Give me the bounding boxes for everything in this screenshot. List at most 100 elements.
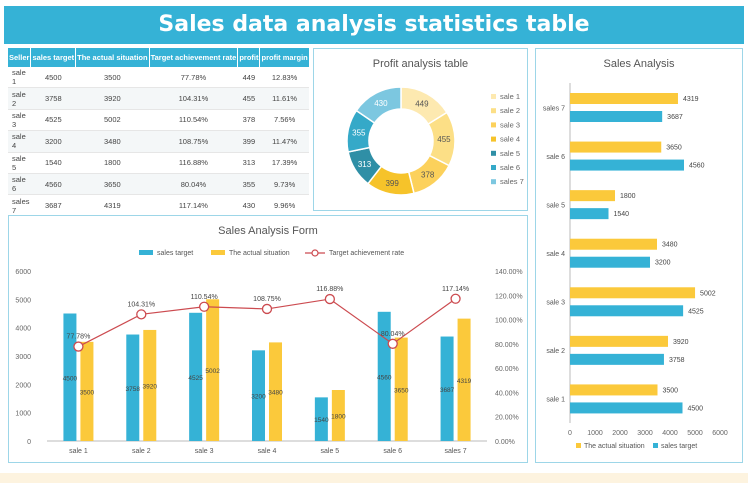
bar-actual-situation [570,335,668,347]
bar-sales-target [570,256,650,268]
legend-label: Target achievement rate [329,250,404,257]
table-cell: 3200 [30,130,76,153]
y-axis-tick-label: 0 [27,439,31,446]
rate-label: 110.54% [191,294,218,301]
table-cell: 104.31% [149,87,238,110]
bar-actual-situation [570,93,678,104]
x-axis-tick-label: 1000 [587,430,603,437]
table-cell: 4560 [30,173,76,196]
table-cell: sale 2 [8,87,31,110]
footer-strip [0,473,748,483]
table-cell: 3920 [75,87,150,110]
legend-swatch [653,443,658,448]
bar-value-label: 3650 [394,387,409,394]
x-axis-tick-label: sale 1 [69,448,88,455]
profit-donut-panel: Profit analysis table 449 455 378 399 313 355… [313,48,528,211]
rate-label: 108.75% [253,296,281,303]
bar-value-label: 4560 [377,374,392,381]
sales-data-table-panel: Seller sales target The actual situation Ta… [8,48,310,217]
table-cell: sale 4 [8,130,31,153]
bar-sales-target [252,350,265,441]
table-cell: 313 [237,152,260,174]
table-cell: 4525 [30,109,76,132]
y-axis-tick-label: sale 3 [546,300,565,307]
table-cell: sales 7 [8,194,31,217]
bar-value-label: 3650 [666,145,682,152]
x-axis-tick-label: 5000 [687,430,703,437]
bar-sales-target [570,111,663,122]
bar-value-label: 4319 [457,378,472,385]
donut-slice [355,86,402,125]
bar-actual-situation [570,384,658,396]
table-cell: sale 3 [8,109,31,132]
table-header-cell: Seller [8,48,32,67]
bar-actual-situation [331,390,345,441]
table-cell: 1540 [30,152,76,174]
x-axis-tick-label: sale 2 [132,448,151,455]
table-cell: 455 [237,87,260,110]
table-cell: 378 [237,109,260,132]
y2-axis-tick-label: 20.00% [495,415,519,422]
legend-swatch [139,250,153,255]
y-axis-tick-label: sale 5 [546,202,565,209]
table-header-cell: profit [237,48,261,67]
bar-value-label: 3687 [667,114,683,121]
y-axis-tick-label: sales 7 [543,105,565,112]
legend-label: sales target [661,443,697,450]
y-axis-tick-label: sale 2 [546,348,565,355]
bar-value-label: 1800 [331,414,346,421]
table-row: sale 4 3200 3480 108.75% 399 11.47% [8,130,310,153]
y2-axis-tick-label: 100.00% [495,318,523,325]
table-cell: 7.56% [259,109,310,132]
x-axis-tick-label: 6000 [712,430,728,437]
sales-analysis-form-panel: Sales Analysis Form 0 1000 2000 3000 4000 500… [8,215,528,463]
table-row: sale 6 4560 3650 80.04% 355 9.73% [8,173,310,196]
bar-value-label: 1540 [614,211,630,218]
bar-sales-target [189,312,203,441]
table-header-cell: The actual situation [75,48,150,67]
rate-point [261,303,273,315]
table-header-cell: Target achievement rate [149,48,239,67]
bar-value-label: 3200 [251,394,266,401]
table-cell: 430 [237,194,260,217]
y-axis-tick-label: sale 4 [546,251,565,258]
legend-swatch [491,94,496,99]
legend-label: sale 4 [500,135,520,144]
table-header-cell: sales target [30,48,77,67]
table-cell: sale 6 [8,173,31,196]
bar-value-label: 4319 [683,96,699,103]
x-axis-tick-label: sale 6 [383,448,402,455]
bar-value-label: 5002 [205,368,220,375]
donut-slice-label: 449 [415,99,429,108]
table-row: sale 3 4525 5002 110.54% 378 7.56% [8,109,310,132]
bar-sales-target [440,336,454,441]
bar-value-label: 3687 [440,387,455,394]
x-axis-tick-label: 2000 [612,430,628,437]
rate-point [387,338,398,349]
y-axis-tick-label: sale 6 [546,154,565,161]
table-cell: 355 [237,173,260,196]
y2-axis-tick-label: 40.00% [495,390,519,397]
table-cell: 3480 [75,130,150,153]
table-cell: 110.54% [149,109,238,132]
table-cell: 77.78% [149,67,238,89]
table-cell: 116.88% [149,152,238,174]
bar-value-label: 4500 [63,375,78,382]
donut-slice-label: 399 [385,179,399,188]
x-axis-tick-label: 4000 [662,430,678,437]
rate-label: 116.88% [316,286,343,293]
legend-label: sale 2 [500,106,520,115]
profit-donut-chart: 449 455 378 399 313 355 430 sale 1 sale 2 sale 3 s… [346,86,524,196]
table-cell: 3500 [75,67,150,89]
table-cell: 80.04% [149,173,238,196]
bar-value-label: 4560 [689,163,705,170]
x-axis-tick-label: sale 5 [321,448,340,455]
table-row: sale 1 4500 3500 77.78% 449 12.83% [8,67,310,89]
legend-swatch [311,249,319,257]
bar-value-label: 4525 [188,375,203,382]
bar-sales-target [570,305,684,317]
sales-analysis-combo-chart: 0 1000 2000 3000 4000 5000 6000 0.00% 20.00% 40.0… [15,249,523,455]
rate-point [450,293,461,304]
donut-slice-label: 455 [437,135,451,144]
donut-slice-label: 355 [352,129,366,138]
